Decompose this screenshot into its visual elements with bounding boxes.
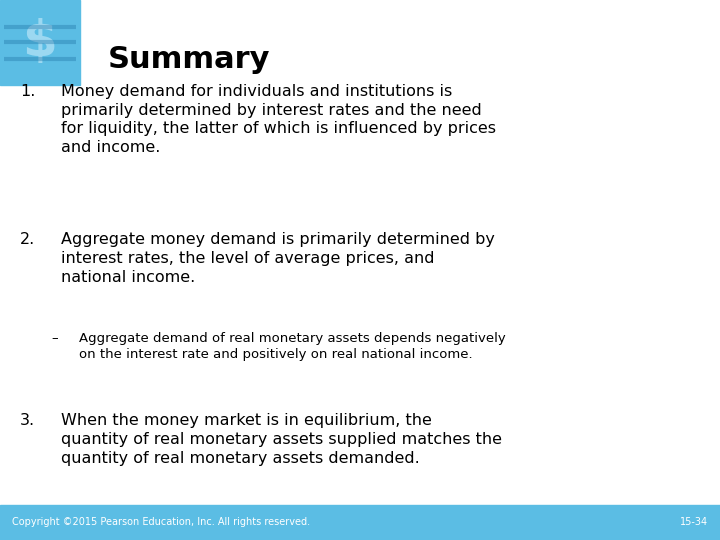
Text: 15-34: 15-34	[680, 517, 708, 528]
Text: –: –	[52, 332, 58, 345]
Text: Aggregate money demand is primarily determined by
interest rates, the level of a: Aggregate money demand is primarily dete…	[61, 232, 495, 285]
Text: 2.: 2.	[20, 232, 35, 247]
Text: Copyright ©2015 Pearson Education, Inc. All rights reserved.: Copyright ©2015 Pearson Education, Inc. …	[12, 517, 310, 528]
Bar	[0, 0, 80, 85]
Text: When the money market is in equilibrium, the
quantity of real monetary assets su: When the money market is in equilibrium,…	[61, 413, 503, 466]
Text: Summary: Summary	[108, 45, 271, 74]
Text: $: $	[22, 18, 58, 66]
Bar	[0, 505, 720, 540]
Text: 3.: 3.	[20, 413, 35, 428]
Text: Money demand for individuals and institutions is
primarily determined by interes: Money demand for individuals and institu…	[61, 84, 496, 155]
Text: Aggregate demand of real monetary assets depends negatively
on the interest rate: Aggregate demand of real monetary assets…	[79, 332, 506, 361]
Text: 1.: 1.	[20, 84, 35, 99]
